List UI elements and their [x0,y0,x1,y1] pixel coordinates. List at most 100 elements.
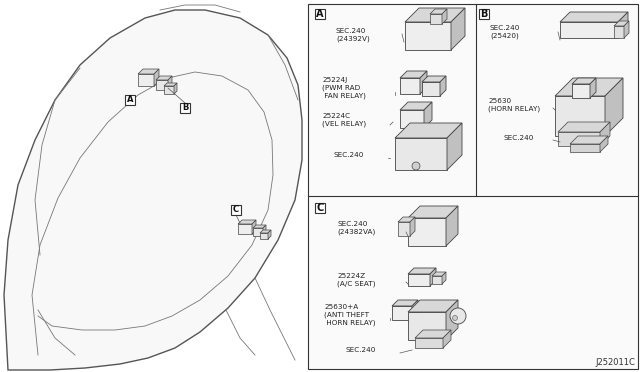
Polygon shape [415,338,443,348]
Text: B: B [182,103,188,112]
Polygon shape [555,78,623,96]
Polygon shape [405,8,465,22]
Polygon shape [252,220,256,234]
Circle shape [412,162,420,170]
Text: A: A [316,9,324,19]
Polygon shape [443,330,451,348]
Text: J252011C: J252011C [595,358,635,367]
Text: SEC.240
(24392V): SEC.240 (24392V) [336,28,370,42]
Polygon shape [400,78,420,94]
Text: A: A [127,96,133,105]
Polygon shape [156,80,168,90]
Polygon shape [410,217,415,236]
Polygon shape [451,8,465,50]
Bar [231,205,241,215]
Text: 25630
(HORN RELAY): 25630 (HORN RELAY) [488,98,540,112]
Polygon shape [400,110,424,128]
Polygon shape [424,102,432,128]
Text: SEC.240: SEC.240 [334,152,364,158]
Polygon shape [164,83,177,86]
Text: 25224C
(VEL RELAY): 25224C (VEL RELAY) [322,113,366,127]
Polygon shape [422,76,446,82]
Polygon shape [442,272,446,284]
Circle shape [452,315,458,321]
Polygon shape [430,14,442,24]
Polygon shape [395,123,462,138]
Polygon shape [555,96,605,136]
Polygon shape [398,222,410,236]
Polygon shape [400,102,432,110]
Circle shape [450,308,466,324]
Polygon shape [253,228,263,236]
Polygon shape [624,21,629,38]
Text: C: C [233,205,239,215]
Polygon shape [558,132,600,146]
Polygon shape [392,300,418,306]
Polygon shape [430,9,447,14]
Polygon shape [446,206,458,246]
Polygon shape [442,9,447,24]
Polygon shape [238,220,256,224]
Text: SEC.240: SEC.240 [503,135,533,141]
Polygon shape [168,76,172,90]
Bar [308,4,638,369]
Polygon shape [415,330,451,338]
Polygon shape [156,76,172,80]
Bar [315,203,325,213]
Polygon shape [572,78,596,84]
Text: 25630+A
(ANTI THEFT
 HORN RELAY): 25630+A (ANTI THEFT HORN RELAY) [324,304,376,326]
Polygon shape [614,21,629,26]
Polygon shape [600,122,610,146]
Text: C: C [316,203,324,213]
Polygon shape [174,83,177,94]
Polygon shape [263,225,266,236]
Text: SEC.240: SEC.240 [345,347,376,353]
Polygon shape [605,78,623,136]
Polygon shape [570,136,608,144]
Polygon shape [138,69,159,74]
Polygon shape [572,84,590,98]
Text: B: B [480,9,488,19]
Polygon shape [432,272,446,276]
Bar [315,9,325,19]
Polygon shape [618,12,628,38]
Polygon shape [408,274,430,286]
Polygon shape [260,233,268,239]
Polygon shape [412,300,418,320]
Polygon shape [560,22,618,38]
Polygon shape [400,71,427,78]
Polygon shape [408,312,446,340]
Polygon shape [395,138,447,170]
Polygon shape [447,123,462,170]
Text: SEC.240
(25420): SEC.240 (25420) [490,25,520,39]
Polygon shape [408,268,436,274]
Polygon shape [432,276,442,284]
Polygon shape [164,86,174,94]
Polygon shape [440,76,446,96]
Polygon shape [408,300,458,312]
Polygon shape [590,78,596,98]
Polygon shape [422,82,440,96]
Polygon shape [558,122,610,132]
Polygon shape [268,230,271,239]
Polygon shape [420,71,427,94]
Polygon shape [260,230,271,233]
Text: 25224J
(PWM RAD
 FAN RELAY): 25224J (PWM RAD FAN RELAY) [322,77,366,99]
Polygon shape [430,268,436,286]
Text: SEC.240
(24382VA): SEC.240 (24382VA) [337,221,375,235]
Polygon shape [446,300,458,340]
Polygon shape [398,217,415,222]
Polygon shape [560,12,628,22]
Polygon shape [138,74,154,86]
Polygon shape [600,136,608,152]
Polygon shape [392,306,412,320]
Polygon shape [408,218,446,246]
Bar [479,9,489,19]
Polygon shape [238,224,252,234]
Polygon shape [4,10,302,370]
Text: 25224Z
(A/C SEAT): 25224Z (A/C SEAT) [337,273,376,287]
Bar [125,95,135,105]
Polygon shape [253,225,266,228]
Polygon shape [614,26,624,38]
Polygon shape [408,206,458,218]
